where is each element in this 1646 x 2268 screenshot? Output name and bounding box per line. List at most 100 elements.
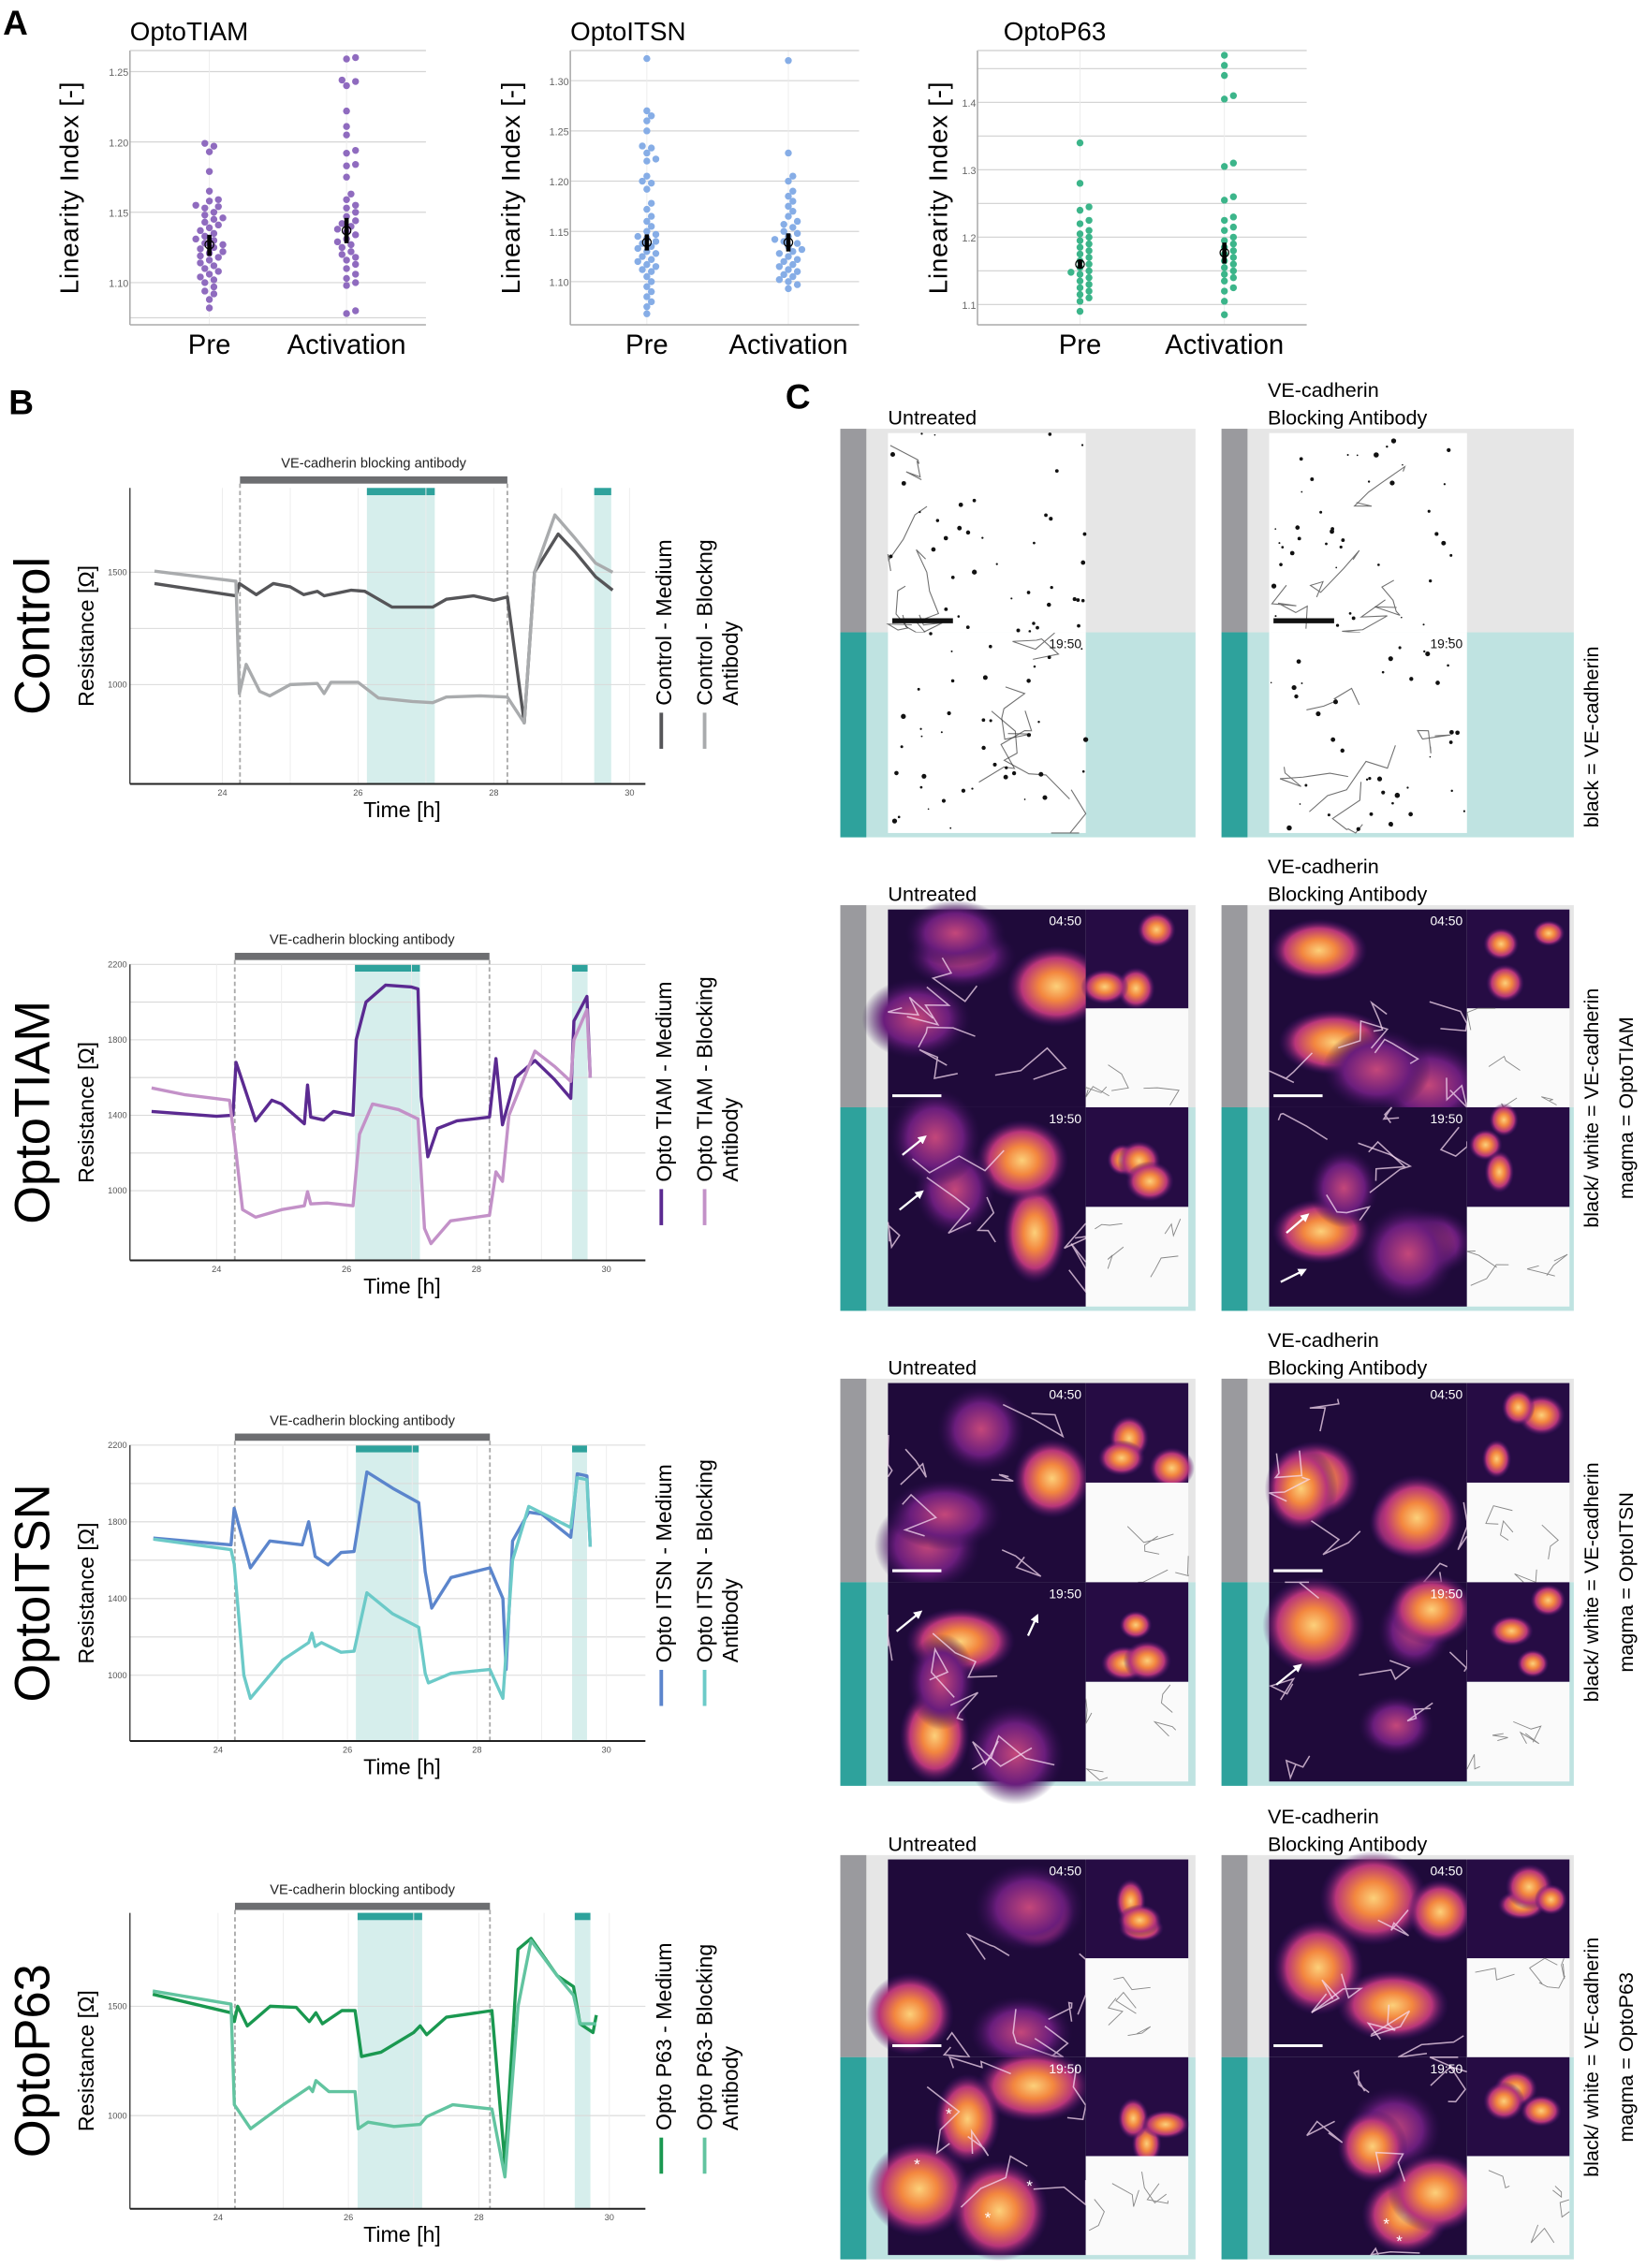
- y-tick-label: 1400: [108, 1594, 127, 1603]
- data-point: [192, 201, 199, 209]
- antibody-label: VE-cadherin blocking antibody: [270, 1413, 455, 1428]
- vesicle-dot: [1003, 774, 1008, 780]
- junction-trace: [929, 1646, 955, 1698]
- junction-trace: [1466, 1007, 1496, 1031]
- junction-trace: [1269, 1476, 1311, 1502]
- light-stimulation-shade: [594, 488, 611, 784]
- x-tick-label: Pre: [625, 329, 669, 360]
- y-tick-label: 1.10: [109, 279, 128, 290]
- cell-signal: [1116, 967, 1155, 1010]
- data-point: [205, 148, 213, 155]
- data-point: [343, 123, 350, 130]
- condition-title: Untreated: [888, 882, 977, 905]
- cell-signal: [934, 2073, 1001, 2165]
- channel-legend: magma = OptoITSN: [1614, 1492, 1638, 1672]
- vesicle-dot: [1032, 622, 1036, 625]
- channel-legend: black/ white = VE-cadherin: [1580, 1462, 1603, 1702]
- junction-trace: [1552, 2186, 1563, 2199]
- timestamp: 19:50: [1430, 1111, 1462, 1126]
- data-point: [1085, 247, 1093, 255]
- cell-signal: [1532, 920, 1565, 946]
- data-point: [643, 283, 651, 290]
- activation-strip: [840, 1106, 867, 1311]
- data-point: [1229, 273, 1238, 282]
- data-point: [201, 232, 209, 241]
- junction-trace: [1311, 1973, 1363, 2014]
- vesicle-dot: [1381, 790, 1386, 795]
- data-point: [1221, 95, 1228, 103]
- vesicle-dot: [965, 530, 971, 535]
- data-point: [1085, 254, 1093, 261]
- vesicle-dot: [943, 535, 948, 541]
- data-point: [643, 205, 651, 213]
- data-point: [780, 271, 787, 279]
- light-stimulation-bar: [366, 488, 435, 496]
- image-row: 04:50 19:50 Untreated 04:50 19:50 VE-cadherin…: [840, 1805, 1638, 2261]
- resistance-chart-optotiam: VE-cadherin blocking antibody 24 26 28 30 100…: [6, 933, 742, 1298]
- data-point: [634, 232, 641, 241]
- junction-trace: [960, 2155, 1028, 2208]
- arrow-icon: [1286, 1213, 1310, 1235]
- junction-trace: [1370, 1000, 1388, 1032]
- vesicle-dot: [1048, 432, 1052, 436]
- data-point: [639, 177, 646, 185]
- vesicle-dot: [957, 615, 961, 618]
- vesicle-dot: [900, 745, 904, 749]
- junction-trace: [1500, 1519, 1514, 1541]
- junction-trace: [1514, 1569, 1537, 1584]
- micrograph-after: 19:50: [888, 632, 1089, 834]
- data-point: [647, 179, 655, 187]
- cell-signal: [1489, 1616, 1534, 1646]
- antibody-bar: [240, 476, 507, 484]
- light-stimulation-shade: [572, 1444, 587, 1742]
- data-point: [1229, 254, 1238, 261]
- cell-signal: [889, 1089, 981, 1187]
- data-point: [789, 224, 797, 231]
- vesicle-dot: [1054, 469, 1059, 474]
- y-tick-label: 1500: [108, 567, 127, 577]
- junction-trace: [1001, 686, 1032, 740]
- cell-signal: [1501, 1389, 1536, 1426]
- data-point: [338, 76, 345, 84]
- vesicle-dot: [1281, 546, 1285, 549]
- chart-title: OptoP63: [6, 1964, 60, 2158]
- condition-blocking-antibody: 04:50 19:50 VE-cadherin Blocking Antibody: [1221, 1328, 1574, 1786]
- data-point: [210, 215, 218, 224]
- vesicle-dot: [1047, 655, 1051, 660]
- condition-blocking-antibody: 04:50 19:50 VE-cadherin Blocking Antibody: [1221, 1805, 1574, 2260]
- junction-trace: [1368, 1140, 1406, 1181]
- data-point: [1076, 284, 1084, 292]
- y-axis-label: Resistance [Ω]: [74, 1990, 98, 2131]
- junction-trace: [1309, 549, 1360, 598]
- vesicle-dot: [1450, 789, 1453, 793]
- vesicle-dot: [1356, 827, 1360, 831]
- vesicle-dot: [1033, 665, 1036, 668]
- vesicle-dot: [1325, 542, 1328, 546]
- cell-signal: [949, 2160, 1049, 2261]
- data-point: [798, 245, 806, 254]
- vesicle-dot: [981, 718, 986, 723]
- legend-label: Control - Blockng: [692, 539, 716, 705]
- condition-blocking-antibody: 04:50 19:50 VE-cadherin Blocking Antibody: [1221, 855, 1574, 1311]
- junction-trace: [1353, 465, 1406, 507]
- x-tick-label: 28: [474, 2213, 483, 2222]
- light-stimulation-bar: [356, 1444, 419, 1453]
- light-stimulation-bar: [355, 964, 420, 972]
- data-point: [192, 235, 199, 243]
- vesicle-dot: [1381, 670, 1385, 674]
- junction-trace: [1559, 2199, 1570, 2218]
- cell-signal: [1530, 1584, 1566, 1617]
- channel-legend: black = VE-cadherin: [1580, 646, 1603, 827]
- cell-signal: [1336, 1969, 1449, 2041]
- asterisk-annotation: *: [914, 2156, 920, 2173]
- timestamp: 19:50: [1430, 637, 1462, 651]
- cell-signal: [1003, 1181, 1067, 1284]
- activation-strip: [840, 1582, 867, 1786]
- vesicle-dot: [891, 818, 898, 824]
- x-tick-label: Pre: [188, 329, 231, 360]
- vesicle-dot: [1394, 792, 1401, 798]
- vesicle-dot: [929, 632, 933, 636]
- data-point: [333, 226, 342, 233]
- junction-trace: [1530, 2224, 1555, 2244]
- vesicle-dot: [1356, 454, 1359, 457]
